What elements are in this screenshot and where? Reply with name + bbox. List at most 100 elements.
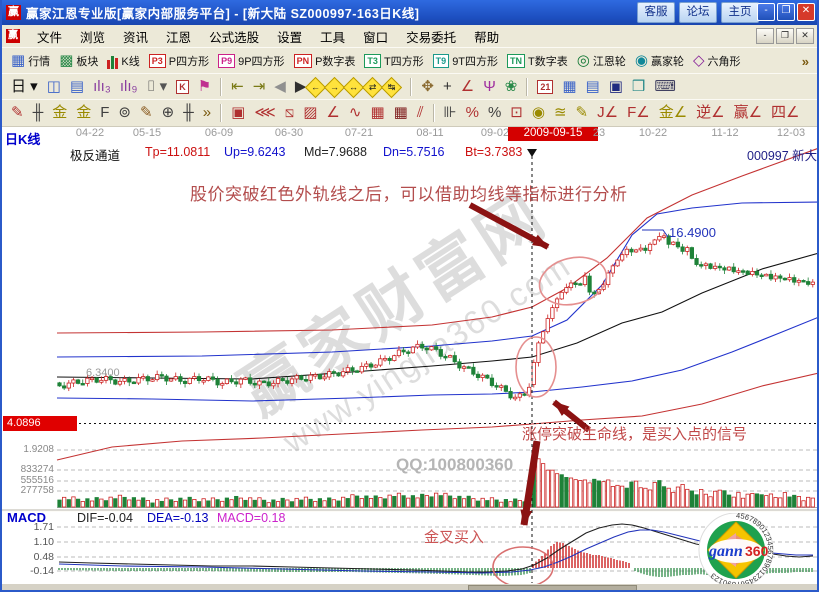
maximize-button[interactable]: ❐ <box>777 3 795 21</box>
tool-六角形[interactable]: ◇ 六角形 <box>693 52 741 70</box>
draw-icon-11[interactable]: ▣ <box>231 104 246 121</box>
tool-板块[interactable]: ▩ 板块 <box>59 52 98 70</box>
titlebar-button-论坛[interactable]: 论坛 <box>679 2 717 23</box>
nav-icon-21[interactable]: ∠ <box>460 78 475 95</box>
draw-icon-8[interactable]: ╫ <box>183 104 194 121</box>
nav-icon-23[interactable]: ❀ <box>504 78 518 95</box>
draw-icon-23[interactable]: % <box>487 104 502 121</box>
nav-icon-2[interactable]: ▤ <box>69 78 85 95</box>
draw-icon-27[interactable]: ✎ <box>575 104 589 121</box>
nav-icon-17[interactable]: ↹ <box>381 76 403 98</box>
nav-icon-5[interactable]: ⌷ ▾ <box>146 78 168 95</box>
nav-icon-22[interactable]: Ψ <box>483 78 496 95</box>
T四方形-icon: T3 <box>364 54 381 68</box>
nav-icon-20[interactable]: + <box>442 78 452 95</box>
draw-icon-7[interactable]: ⊕ <box>161 104 175 121</box>
nav-icon-11[interactable]: ◀ <box>274 78 286 95</box>
menu-工具[interactable]: 工具 <box>320 30 346 45</box>
tool-9T四方形[interactable]: T9 9T四方形 <box>432 53 498 69</box>
draw-icon-5[interactable]: ⊚ <box>118 104 131 121</box>
nav-icon-10[interactable]: ⇥ <box>252 78 266 95</box>
titlebar-button-客服[interactable]: 客服 <box>637 2 675 23</box>
menu-江恩[interactable]: 江恩 <box>166 30 192 45</box>
draw-icon-3[interactable]: 金 <box>76 104 92 121</box>
draw-icon-30[interactable]: 金∠ <box>658 104 688 121</box>
navigation-toolbar: 日 ▾ ◫ ▤ ılı₃ ılı₉ ⌷ ▾ K ⚑ ⇤ ⇥ ◀ ▶ ← → ↔ ⇄ ↹ ✥ + ∠ Ψ ❀ 21 ▦ ▤ ▣ ❒ ⌨ <box>2 73 817 101</box>
nav-icon-28[interactable]: ▣ <box>608 78 623 95</box>
draw-icon-25[interactable]: ◉ <box>531 104 545 121</box>
minimize-button[interactable]: - <box>757 3 775 21</box>
tool-P四方形[interactable]: P3 P四方形 <box>148 53 209 69</box>
draw-icon-6[interactable]: ✎ <box>140 104 153 121</box>
nav-icon-29[interactable]: ❒ <box>631 78 646 95</box>
draw-icon-16[interactable]: ∿ <box>348 104 362 121</box>
nav-icon-9[interactable]: ⇤ <box>231 78 244 95</box>
draw-icon-0[interactable]: ✎ <box>11 104 24 121</box>
tool-赢家轮[interactable]: ◉ 赢家轮 <box>635 52 684 70</box>
draw-icon-17[interactable]: ▦ <box>370 104 385 121</box>
macd-label[interactable]: MACD <box>7 510 46 525</box>
draw-icon-4[interactable]: F <box>100 104 110 121</box>
close-button[interactable]: ✕ <box>797 3 815 21</box>
nav-icon-4[interactable]: ılı₉ <box>119 78 138 95</box>
draw-icon-32[interactable]: 赢∠ <box>733 104 763 121</box>
menu-窗口[interactable]: 窗口 <box>363 30 389 45</box>
menu-公式选股[interactable]: 公式选股 <box>209 30 260 45</box>
menu-交易委托[interactable]: 交易委托 <box>406 30 457 45</box>
tool-T四方形[interactable]: T3 T四方形 <box>364 53 424 69</box>
draw-icon-31[interactable]: 逆∠ <box>696 104 725 121</box>
draw-icon-29[interactable]: F∠ <box>627 104 650 121</box>
nav-icon-1[interactable]: ◫ <box>46 78 61 95</box>
nav-icon-6[interactable]: K <box>176 80 189 94</box>
nav-icon-7[interactable]: ⚑ <box>197 78 212 95</box>
nav-icon-30[interactable]: ⌨ <box>654 78 676 95</box>
draw-icon-12[interactable]: ⋘ <box>254 104 276 121</box>
bottom-scrollbar[interactable] <box>2 584 817 590</box>
draw-icon-1[interactable]: ╫ <box>32 104 44 121</box>
date-tick: 05-15 <box>132 127 162 139</box>
menu-浏览[interactable]: 浏览 <box>80 30 106 45</box>
axis-label: 277758 <box>20 485 54 496</box>
draw-icon-15[interactable]: ∠ <box>326 104 340 121</box>
nav-icon-19[interactable]: ✥ <box>421 78 434 95</box>
nav-icon-26[interactable]: ▦ <box>562 78 577 95</box>
draw-icon-21[interactable]: ⊪ <box>443 104 457 121</box>
tool-P数字表[interactable]: PN P数字表 <box>293 53 355 69</box>
nav-icon-25[interactable]: 21 <box>537 80 554 94</box>
nav-icon-0[interactable]: 日 ▾ <box>11 78 38 95</box>
indicator-value: Up=9.6243 <box>224 145 286 159</box>
scrollbar-thumb[interactable] <box>468 585 637 590</box>
draw-icon-18[interactable]: ▦ <box>393 104 408 121</box>
menu-设置[interactable]: 设置 <box>277 30 303 45</box>
nav-icon-3[interactable]: ılı₃ <box>93 78 111 95</box>
nav-icon-12[interactable]: ▶ <box>294 78 307 95</box>
tool-9P四方形[interactable]: P9 9P四方形 <box>218 53 285 69</box>
tool-行情[interactable]: ▦ 行情 <box>11 52 50 70</box>
menu-文件[interactable]: 文件 <box>37 30 63 45</box>
tool-T数字表[interactable]: TN T数字表 <box>507 53 568 69</box>
toolbar-overflow-chevron[interactable]: » <box>801 53 809 69</box>
annotation-mid: 涨停突破生命线，是买入点的信号 <box>522 426 748 443</box>
draw-icon-22[interactable]: % <box>465 104 479 121</box>
mdi-minimize-button[interactable]: - <box>756 28 774 44</box>
titlebar-button-主页[interactable]: 主页 <box>721 2 759 23</box>
tool-K线[interactable]: K线 <box>107 53 140 69</box>
period-label[interactable]: 日K线 <box>5 132 41 147</box>
menu-帮助[interactable]: 帮助 <box>474 30 500 45</box>
draw-icon-19[interactable]: ⫽ <box>416 104 424 121</box>
draw-icon-28[interactable]: J∠ <box>597 104 619 121</box>
menu-资讯[interactable]: 资讯 <box>123 30 149 45</box>
draw-icon-9[interactable]: » <box>202 104 212 121</box>
draw-icon-24[interactable]: ⊡ <box>510 104 523 121</box>
mdi-restore-button[interactable]: ❐ <box>776 28 794 44</box>
draw-icon-2[interactable]: 金 <box>52 104 68 121</box>
draw-icon-26[interactable]: ≊ <box>553 104 567 121</box>
mdi-close-button[interactable]: ✕ <box>796 28 814 44</box>
draw-icon-13[interactable]: ⧅ <box>284 104 295 121</box>
nav-icon-27[interactable]: ▤ <box>585 78 600 95</box>
draw-icon-14[interactable]: ▨ <box>303 104 318 121</box>
draw-icon-33[interactable]: 四∠ <box>771 104 800 121</box>
indicator-name[interactable]: 极反通道 <box>70 149 121 163</box>
axis-label: 833274 <box>20 464 54 475</box>
tool-江恩轮[interactable]: ◎ 江恩轮 <box>577 52 626 70</box>
